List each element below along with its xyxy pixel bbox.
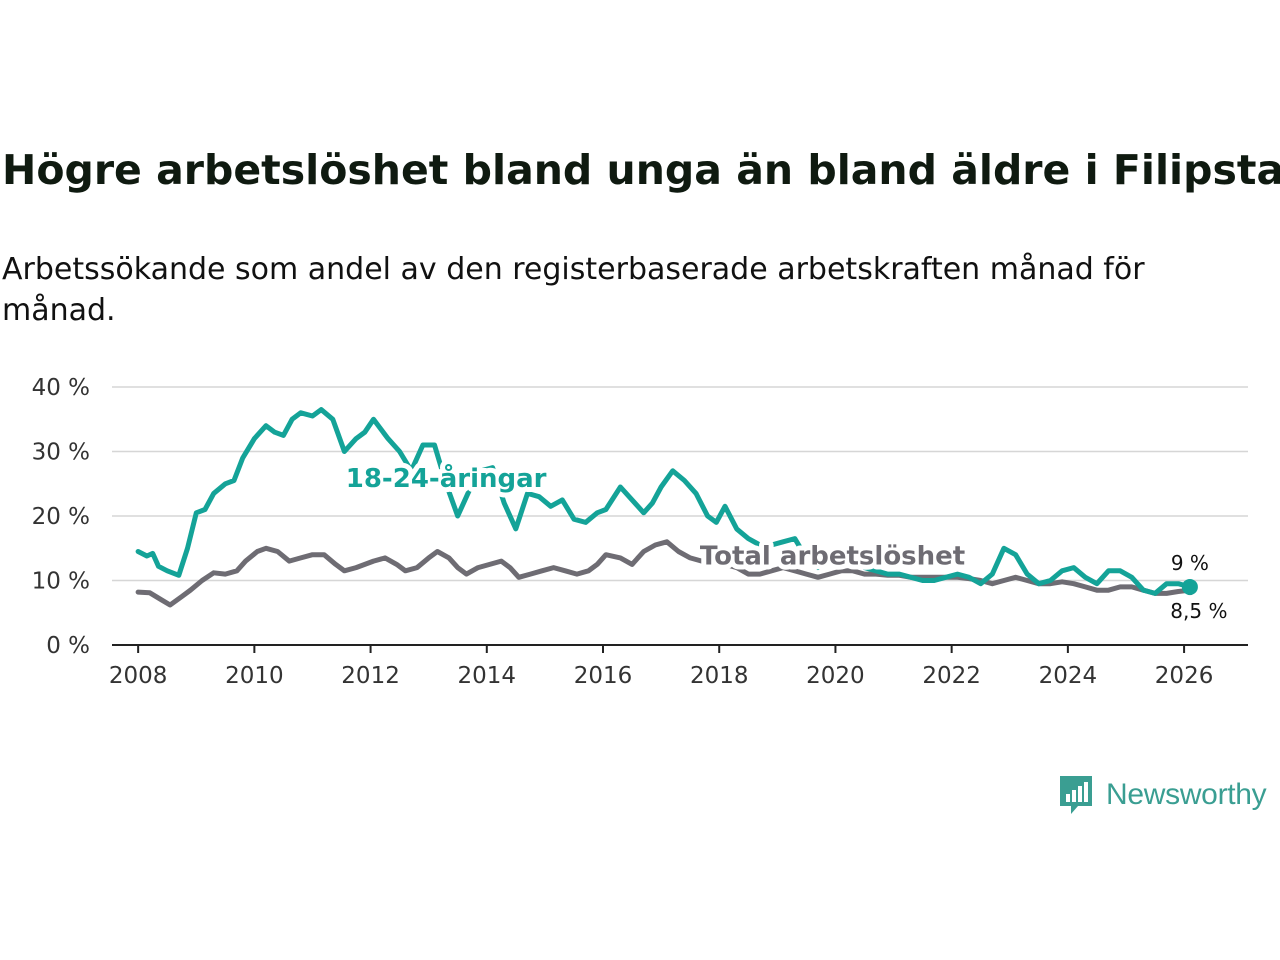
chart-subtitle: Arbetssökande som andel av den registerb… xyxy=(2,252,1145,328)
newsworthy-logo: Newsworthy xyxy=(1058,774,1267,816)
chart-title: Högre arbetslöshet bland unga än bland ä… xyxy=(2,146,1280,194)
y-tick-label: 20 % xyxy=(32,504,90,530)
youth-series-line xyxy=(135,407,1193,596)
x-tick-label: 2008 xyxy=(109,663,168,689)
x-tick-label: 2010 xyxy=(225,663,284,689)
total-end-label: 8,5 % xyxy=(1170,599,1227,623)
total-series-line xyxy=(135,539,1193,608)
y-tick-label: 40 % xyxy=(32,375,90,401)
bar-chart-speech-bubble-icon xyxy=(1060,776,1092,814)
x-tick-label: 2026 xyxy=(1155,663,1214,689)
x-tick-label: 2020 xyxy=(806,663,865,689)
x-tick-label: 2016 xyxy=(574,663,633,689)
series-lines xyxy=(135,407,1198,608)
x-axis: 2008 2010 2012 2014 2016 2018 2020 2022 2024 2026 xyxy=(109,644,1248,689)
x-tick-label: 2012 xyxy=(341,663,400,689)
y-tick-label: 10 % xyxy=(32,569,90,595)
brand-name: Newsworthy xyxy=(1106,778,1267,811)
y-axis-labels: 0 % 10 % 20 % 30 % 40 % xyxy=(32,375,90,659)
youth-end-label: 9 % xyxy=(1171,551,1209,575)
total-series-label: Total arbetslöshet xyxy=(700,541,965,571)
y-tick-label: 30 % xyxy=(32,440,90,466)
line-chart: 0 % 10 % 20 % 30 % 40 % 2008 2010 2012 2014 2016… xyxy=(32,375,1248,689)
youth-series-label: 18-24-åringar xyxy=(346,462,547,494)
x-tick-label: 2018 xyxy=(690,663,749,689)
x-tick-label: 2024 xyxy=(1039,663,1098,689)
y-tick-label: 0 % xyxy=(46,633,90,659)
series-labels: 18-24-åringar Total arbetslöshet 9 % 8,5 % xyxy=(341,457,1228,623)
youth-end-point xyxy=(1181,578,1198,595)
x-tick-label: 2014 xyxy=(458,663,517,689)
x-tick-label: 2022 xyxy=(922,663,981,689)
